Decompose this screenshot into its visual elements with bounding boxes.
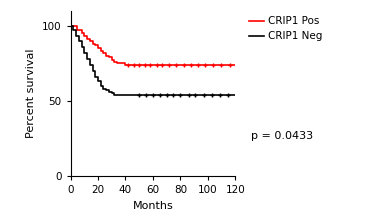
CRIP1 Pos xyxy=(226,64,230,66)
CRIP1 Pos xyxy=(96,47,100,50)
CRIP1 Neg xyxy=(76,40,81,42)
CRIP1 Neg xyxy=(112,94,117,96)
CRIP1 Pos xyxy=(171,64,176,66)
CRIP1 Pos xyxy=(90,43,95,45)
CRIP1 Pos xyxy=(151,64,155,66)
CRIP1 Neg xyxy=(226,94,230,96)
CRIP1 Pos xyxy=(107,56,111,59)
CRIP1 Pos xyxy=(104,55,109,57)
CRIP1 Pos xyxy=(212,64,217,66)
CRIP1 Neg xyxy=(164,94,169,96)
CRIP1 Pos xyxy=(233,64,238,66)
CRIP1 Neg xyxy=(96,80,100,83)
CRIP1 Neg xyxy=(185,94,190,96)
CRIP1 Neg xyxy=(101,88,106,90)
X-axis label: Months: Months xyxy=(132,201,173,211)
CRIP1 Pos xyxy=(137,64,142,66)
CRIP1 Neg xyxy=(205,94,210,96)
CRIP1 Neg xyxy=(71,29,76,32)
Line: CRIP1 Pos: CRIP1 Pos xyxy=(71,26,235,65)
CRIP1 Neg xyxy=(120,94,125,96)
CRIP1 Pos xyxy=(130,64,135,66)
CRIP1 Neg xyxy=(98,85,103,87)
CRIP1 Pos xyxy=(219,64,224,66)
CRIP1 Pos xyxy=(205,64,210,66)
CRIP1 Neg xyxy=(115,94,120,96)
Y-axis label: Percent survival: Percent survival xyxy=(26,49,36,138)
CRIP1 Neg xyxy=(157,94,162,96)
CRIP1 Pos xyxy=(185,64,190,66)
CRIP1 Pos xyxy=(68,25,73,27)
CRIP1 Neg xyxy=(178,94,183,96)
CRIP1 Neg xyxy=(87,64,92,66)
CRIP1 Neg xyxy=(82,52,87,54)
CRIP1 Neg xyxy=(212,94,217,96)
CRIP1 Neg xyxy=(68,25,73,27)
CRIP1 Pos xyxy=(112,61,117,63)
CRIP1 Neg xyxy=(143,94,148,96)
CRIP1 Pos xyxy=(109,59,114,62)
Line: CRIP1 Neg: CRIP1 Neg xyxy=(71,26,235,95)
CRIP1 Pos xyxy=(123,64,128,66)
CRIP1 Neg xyxy=(104,89,109,92)
CRIP1 Pos xyxy=(82,35,87,38)
CRIP1 Neg xyxy=(192,94,196,96)
CRIP1 Pos xyxy=(157,64,162,66)
CRIP1 Pos xyxy=(101,52,106,54)
CRIP1 Neg xyxy=(118,94,122,96)
CRIP1 Neg xyxy=(151,94,155,96)
CRIP1 Pos xyxy=(85,38,89,41)
Text: p = 0.0433: p = 0.0433 xyxy=(251,131,313,141)
CRIP1 Pos xyxy=(192,64,196,66)
CRIP1 Neg xyxy=(79,46,84,48)
CRIP1 Neg xyxy=(85,58,89,60)
CRIP1 Pos xyxy=(98,50,103,53)
CRIP1 Pos xyxy=(143,64,148,66)
CRIP1 Pos xyxy=(79,32,84,35)
CRIP1 Pos xyxy=(75,29,80,32)
CRIP1 Pos xyxy=(71,25,76,27)
CRIP1 Neg xyxy=(219,94,224,96)
CRIP1 Pos xyxy=(93,44,98,47)
CRIP1 Neg xyxy=(137,94,142,96)
CRIP1 Neg xyxy=(171,94,176,96)
CRIP1 Neg xyxy=(130,94,135,96)
CRIP1 Pos xyxy=(178,64,183,66)
CRIP1 Neg xyxy=(109,92,114,95)
CRIP1 Pos xyxy=(118,62,122,65)
CRIP1 Pos xyxy=(87,40,92,42)
CRIP1 Pos xyxy=(120,62,125,65)
CRIP1 Neg xyxy=(90,70,95,72)
CRIP1 Neg xyxy=(233,94,238,96)
CRIP1 Neg xyxy=(123,94,128,96)
CRIP1 Neg xyxy=(93,76,98,78)
CRIP1 Pos xyxy=(164,64,169,66)
CRIP1 Neg xyxy=(198,94,203,96)
CRIP1 Neg xyxy=(107,91,111,93)
CRIP1 Neg xyxy=(74,35,78,38)
CRIP1 Pos xyxy=(115,62,120,65)
CRIP1 Pos xyxy=(198,64,203,66)
Legend: CRIP1 Pos, CRIP1 Neg: CRIP1 Pos, CRIP1 Neg xyxy=(249,16,323,41)
